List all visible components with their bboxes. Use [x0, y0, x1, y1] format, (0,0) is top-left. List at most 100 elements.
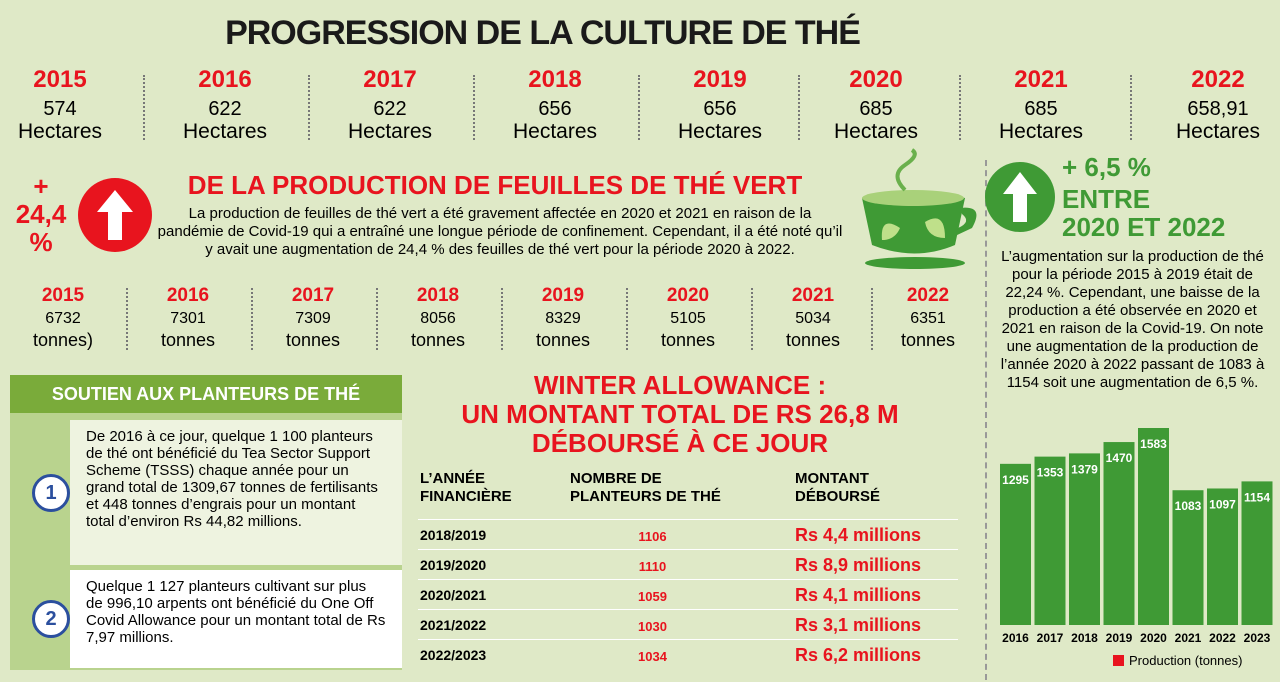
unit: tonnes) — [32, 330, 94, 350]
x-tick-label: 2021 — [1175, 631, 1202, 645]
winter-title: UN MONTANT TOTAL DE RS 26,8 M — [461, 399, 899, 429]
cell: Rs 4,4 millions — [795, 525, 922, 545]
value-label: 1083 — [1175, 499, 1202, 513]
year: 2018 — [528, 66, 582, 93]
area: 574 — [43, 98, 77, 120]
support-item — [70, 570, 402, 668]
divider — [307, 75, 310, 140]
cell: 2020/2021 — [420, 587, 487, 603]
value-label: 1097 — [1209, 497, 1236, 511]
unit: tonnes — [410, 330, 466, 350]
year: 2017 — [363, 66, 417, 93]
area: 622 — [373, 98, 407, 120]
divider — [958, 75, 961, 140]
amount: 5105 — [670, 310, 706, 327]
year: 2015 — [41, 285, 85, 306]
percent: + 6,5 % — [1062, 152, 1151, 182]
amount: 5034 — [795, 310, 831, 327]
legend-label: Production (tonnes) — [1129, 653, 1242, 668]
year: 2021 — [1014, 66, 1068, 93]
amount: 7301 — [170, 310, 206, 327]
area: 656 — [703, 98, 737, 120]
unit: tonnes — [535, 330, 591, 350]
support-box: SOUTIEN AUX PLANTEURS DE THÉ 1 De 2016 à c… — [10, 375, 402, 670]
bar-chart: 1295 2016 1353 2017 1379 2018 1470 2019 1583 2020… — [1000, 428, 1273, 668]
cell: Rs 3,1 millions — [795, 615, 922, 635]
amount: 8056 — [420, 310, 456, 327]
unit: Hectares — [347, 120, 433, 143]
year: 2019 — [541, 285, 585, 306]
bar — [1207, 488, 1238, 625]
cell: 2022/2023 — [420, 647, 487, 663]
value-label: 1379 — [1071, 462, 1098, 476]
x-tick-label: 2018 — [1071, 631, 1098, 645]
unit: Hectares — [512, 120, 598, 143]
cell: 2021/2022 — [420, 617, 487, 633]
year: 2022 — [1191, 66, 1245, 93]
year: 2020 — [849, 66, 903, 93]
area: 685 — [859, 98, 893, 120]
unit: Hectares — [1175, 120, 1261, 143]
year: 2016 — [166, 285, 210, 306]
value-label: 1353 — [1037, 466, 1064, 480]
unit: tonnes — [900, 330, 956, 350]
cell: 2019/2020 — [420, 557, 487, 573]
bar — [1000, 463, 1031, 625]
unit: tonnes — [285, 330, 341, 350]
bar — [1069, 453, 1100, 625]
area: 685 — [1024, 98, 1058, 120]
unit: Hectares — [998, 120, 1084, 143]
divider — [250, 288, 253, 350]
year: 2020 — [666, 285, 710, 306]
paragraph: La production de feuilles de thé vert a … — [157, 205, 843, 258]
cell: 1034 — [638, 649, 667, 664]
cell: Rs 6,2 millions — [795, 645, 922, 665]
year: 2017 — [291, 285, 335, 306]
unit: Hectares — [677, 120, 763, 143]
divider — [500, 288, 503, 350]
row-line — [418, 609, 958, 610]
cell: 1106 — [638, 529, 667, 544]
item-text: De 2016 à ce jour, quelque 1 100 planteu… — [86, 428, 378, 530]
unit: Hectares — [17, 120, 103, 143]
divider — [750, 288, 753, 350]
unit: Hectares — [182, 120, 268, 143]
x-tick-label: 2016 — [1002, 631, 1029, 645]
x-tick-label: 2017 — [1037, 631, 1064, 645]
divider — [1129, 75, 1132, 140]
unit: tonnes — [660, 330, 716, 350]
support-item — [70, 420, 402, 565]
bar — [1241, 481, 1273, 625]
amount: 6351 — [910, 310, 946, 327]
cell: Rs 4,1 millions — [795, 585, 922, 605]
cell: 1030 — [638, 619, 667, 634]
year: 2019 — [693, 66, 747, 93]
table-header: L’ANNÉE FINANCIÈRE — [420, 470, 512, 505]
divider — [375, 288, 378, 350]
bar — [1103, 442, 1135, 625]
cell: Rs 8,9 millions — [795, 555, 922, 575]
year: 2016 — [198, 66, 252, 93]
unit: tonnes — [785, 330, 841, 350]
growth-line: ENTRE — [1062, 184, 1151, 214]
amount: 7309 — [295, 310, 331, 327]
year: 2021 — [791, 285, 835, 306]
row-line — [418, 639, 958, 640]
amount: 8329 — [545, 310, 581, 327]
divider — [798, 75, 800, 140]
growth-line: 2020 ET 2022 — [1062, 212, 1226, 242]
item-number: 1 — [32, 473, 70, 512]
winter-title: WINTER ALLOWANCE : — [533, 370, 827, 400]
area: 656 — [538, 98, 572, 120]
year: 2018 — [416, 285, 460, 306]
row-line — [418, 579, 958, 580]
x-tick-label: 2022 — [1209, 631, 1236, 645]
divider — [125, 288, 128, 350]
row-line — [418, 519, 958, 520]
x-tick-label: 2020 — [1140, 631, 1167, 645]
bar — [1138, 428, 1169, 625]
support-title: SOUTIEN AUX PLANTEURS DE THÉ — [10, 375, 402, 413]
area: 658,91 — [1187, 98, 1249, 120]
